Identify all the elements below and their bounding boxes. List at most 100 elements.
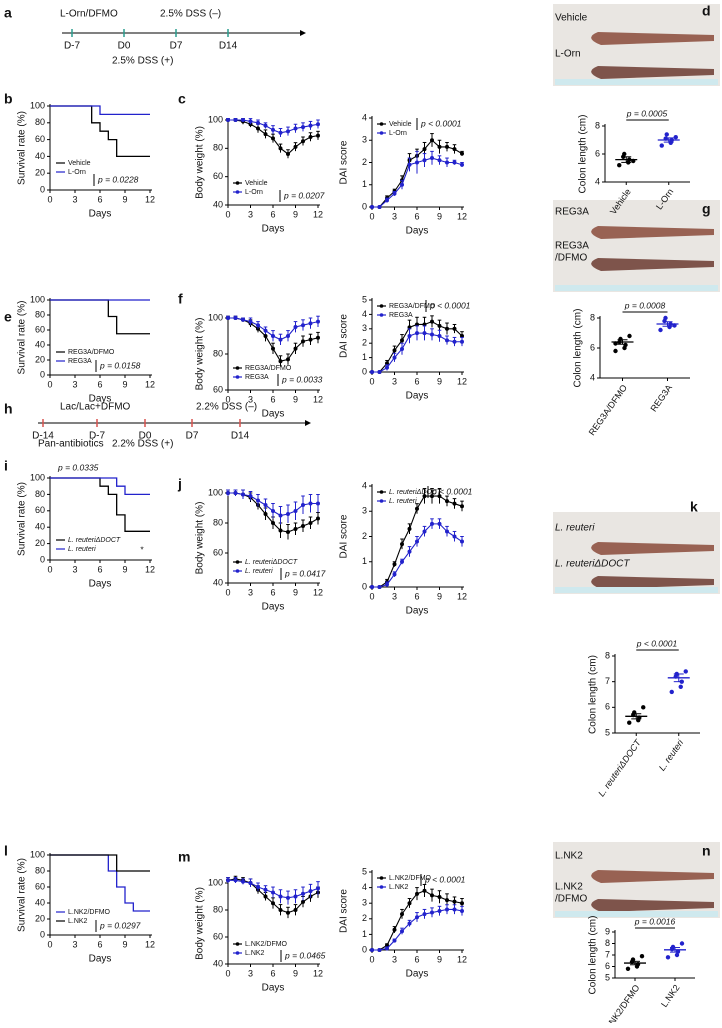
x-tick-label: 0 (47, 564, 52, 574)
survival-curve (50, 854, 150, 912)
timeline-label: D0 (118, 41, 131, 52)
ruler (555, 587, 718, 593)
photo-label: L. reuteriΔDOCT (555, 559, 630, 570)
x-axis-label: Days (89, 394, 112, 405)
annotation: p = 0.0207 (283, 190, 325, 200)
data-point (445, 898, 449, 903)
y-tick-label: 100 (208, 877, 223, 887)
data-point (430, 332, 434, 337)
data-point (407, 549, 412, 554)
data-point (263, 334, 268, 338)
x-axis-label: Days (406, 969, 429, 980)
photo-label: L.NK2 (555, 851, 583, 862)
legend-marker (235, 181, 240, 185)
data-point (233, 491, 238, 495)
data-point (430, 138, 434, 143)
legend-label: REG3A (245, 374, 269, 381)
data-point (271, 901, 275, 906)
data-point (263, 887, 268, 892)
data-point (630, 957, 636, 962)
data-point (415, 915, 419, 920)
data-point (422, 494, 427, 499)
y-tick-label: 80 (35, 117, 45, 127)
x-tick-label: 3 (248, 394, 253, 404)
data-point (679, 941, 685, 946)
data-point (370, 205, 374, 209)
data-point (248, 319, 253, 324)
data-point (226, 878, 230, 883)
legend-label: L.NK2 (389, 884, 409, 891)
legend-marker (379, 304, 384, 308)
x-tick-label: 12 (145, 939, 155, 949)
data-point (658, 327, 663, 333)
panel-letter: i (4, 458, 8, 474)
x-tick-label: 0 (225, 209, 230, 219)
data-point (452, 147, 457, 152)
x-tick-label: 0 (225, 968, 230, 978)
y-tick-label: 80 (213, 143, 223, 153)
x-tick-label: 0 (369, 211, 374, 221)
x-tick-label: 12 (457, 211, 467, 221)
data-point (407, 921, 412, 926)
data-point (437, 144, 442, 149)
y-tick-label: 100 (30, 472, 45, 482)
data-point (460, 339, 464, 344)
data-point (452, 326, 457, 331)
colon-photo (591, 576, 714, 589)
annotation: p = 0.0228 (97, 174, 139, 184)
panel-letter: a (4, 5, 12, 21)
legend-label: L-Orn (245, 189, 263, 196)
data-point (308, 123, 313, 128)
x-tick-label: 6 (270, 587, 275, 597)
data-point (293, 894, 298, 899)
y-tick-label: 20 (35, 913, 45, 923)
data-point (316, 886, 320, 891)
x-tick-label: 0 (47, 379, 52, 389)
x-tick-label: 3 (392, 211, 397, 221)
x-tick-label: L.NK2/DFMO (602, 983, 641, 1023)
data-point (308, 889, 313, 894)
panel-letter: j (177, 476, 182, 492)
y-axis-label: Body weight (%) (195, 502, 206, 575)
data-point (241, 492, 245, 497)
x-tick-label: 12 (313, 587, 323, 597)
annotation: p = 0.0158 (99, 360, 141, 370)
data-point (293, 346, 298, 351)
y-tick-label: 0 (40, 369, 45, 379)
data-point (392, 572, 397, 577)
timeline-note: Pan-antibiotics (38, 439, 104, 450)
data-point (407, 901, 412, 906)
legend-marker (379, 876, 384, 880)
data-point (627, 720, 632, 725)
data-point (392, 938, 397, 943)
data-point (445, 160, 449, 165)
timeline-label: D14 (219, 41, 238, 52)
legend-marker (379, 885, 384, 889)
y-tick-label: 0 (40, 929, 45, 939)
data-point (241, 317, 245, 322)
y-tick-label: 80 (213, 348, 223, 358)
legend-marker (235, 560, 240, 564)
y-tick-label: 60 (213, 547, 223, 557)
legend-label: L. reuteri (245, 568, 273, 575)
y-axis-label: Colon length (cm) (588, 916, 599, 995)
data-point (437, 521, 442, 526)
y-tick-label: 20 (35, 538, 45, 548)
data-point (400, 542, 404, 547)
data-point (452, 907, 457, 912)
annotation: * (140, 544, 144, 554)
y-tick-label: 40 (35, 522, 45, 532)
data-point (445, 499, 449, 504)
data-point (370, 585, 374, 589)
y-tick-label: 80 (213, 904, 223, 914)
x-tick-label: 9 (122, 379, 127, 389)
y-tick-label: 40 (213, 577, 223, 587)
data-point (293, 527, 298, 531)
x-tick-label: 6 (97, 564, 102, 574)
data-point (437, 909, 442, 913)
legend-marker (379, 122, 384, 126)
colon-photo (591, 226, 714, 239)
data-point (445, 338, 449, 343)
y-axis-label: Body weight (%) (195, 887, 206, 960)
panel-letter: n (702, 843, 711, 859)
